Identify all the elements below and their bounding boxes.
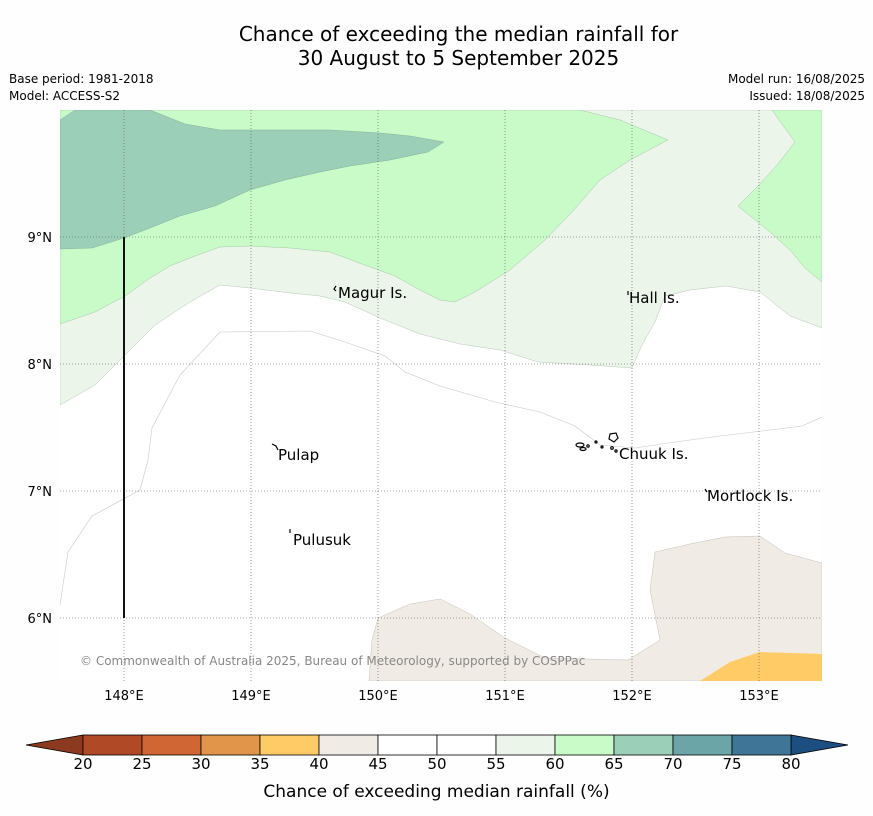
x-tick-label: 152°E [612,689,652,704]
meta-left: Base period: 1981-2018 Model: ACCESS-S2 [9,71,154,105]
colorbar-under-arrow [25,734,84,756]
island-marks [271,285,708,533]
x-tick-label: 148°E [104,689,144,704]
colorbar-tick-label: 45 [368,755,388,773]
contour-40-45 [368,535,822,681]
map-title: Chance of exceeding the median rainfall … [0,22,873,70]
place-label-magur: Magur Is. [338,284,407,302]
colorbar-segment [318,734,379,756]
copyright-text: © Commonwealth of Australia 2025, Bureau… [80,654,585,668]
magur-island-mark [333,285,337,292]
colorbar-tick-label: 20 [73,755,93,773]
colorbar-segment [82,734,143,756]
y-tick-label: 9°N [28,231,53,246]
rainfall-contours [60,110,822,681]
colorbar-tick-label: 80 [781,755,801,773]
contour-65-70 [60,110,445,250]
meta-right: Model run: 16/08/2025 Issued: 18/08/2025 [728,71,865,105]
mortlock-island-mark [704,488,708,493]
colorbar-tick-label: 75 [722,755,742,773]
colorbar-segment [672,734,733,756]
issued-text: Issued: 18/08/2025 [749,89,865,103]
title-line-1: Chance of exceeding the median rainfall … [238,22,679,46]
colorbar-tick-label: 60 [545,755,565,773]
colorbar-tick-label: 55 [486,755,506,773]
colorbar-tick-label: 70 [663,755,683,773]
contour-35-40 [700,652,822,681]
title-line-2: 30 August to 5 September 2025 [297,46,620,70]
contour-60-65-east [737,110,822,283]
y-tick-label: 6°N [28,612,53,627]
contour-line-50 [60,330,822,606]
place-label-mortlock: Mortlock Is. [707,487,793,505]
model-text: Model: ACCESS-S2 [9,89,121,103]
colorbar-tick-label: 25 [132,755,152,773]
x-tick-label: 151°E [485,689,525,704]
place-labels: Magur Is. Hall Is. Pulap Chuuk Is. Mortl… [278,284,793,549]
place-label-pulusuk: Pulusuk [293,531,351,549]
x-tick-label: 153°E [739,689,779,704]
colorbar-segment [495,734,556,756]
colorbar-tick-labels: 20 25 30 35 40 45 50 55 60 65 70 75 80 [0,755,873,777]
colorbar-over-arrow [790,734,849,756]
colorbar-segment [554,734,615,756]
colorbar-segment [141,734,202,756]
colorbar-tick-label: 65 [604,755,624,773]
pulap-island-mark [271,443,279,451]
y-axis-ticks: 9°N 8°N 7°N 6°N [28,231,53,627]
colorbar [25,734,849,756]
y-tick-label: 7°N [28,485,53,500]
colorbar-tick-label: 40 [309,755,329,773]
colorbar-segment [436,734,497,756]
model-run-text: Model run: 16/08/2025 [727,72,865,86]
x-tick-label: 150°E [358,689,398,704]
colorbar-segment [613,734,674,756]
colorbar-tick-label: 30 [191,755,211,773]
place-label-chuuk: Chuuk Is. [619,445,688,463]
colorbar-tick-label: 50 [427,755,447,773]
place-label-pulap: Pulap [278,446,319,464]
colorbar-segment [731,734,792,756]
x-axis-ticks: 148°E 149°E 150°E 151°E 152°E 153°E [104,689,779,704]
base-period-text: Base period: 1981-2018 [9,72,154,86]
colorbar-segment [259,734,320,756]
chuuk-island-marks [575,432,619,453]
colorbar-segment [377,734,438,756]
colorbar-segments [82,734,792,756]
y-tick-label: 8°N [28,358,53,373]
colorbar-title: Chance of exceeding median rainfall (%) [263,782,610,802]
place-label-hall: Hall Is. [629,289,680,307]
x-tick-label: 149°E [231,689,271,704]
colorbar-tick-label: 35 [250,755,270,773]
colorbar-segment [200,734,261,756]
